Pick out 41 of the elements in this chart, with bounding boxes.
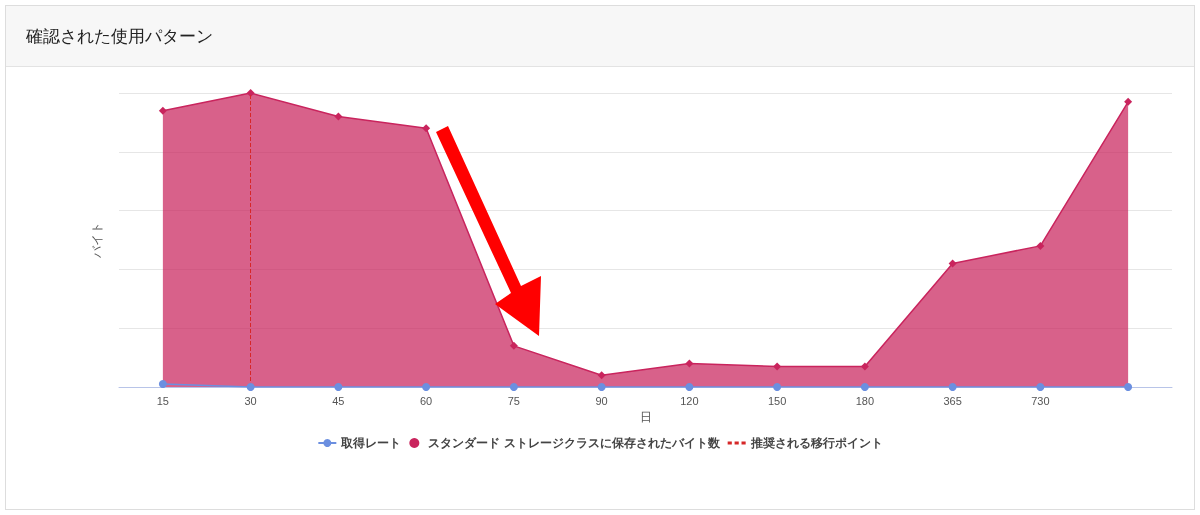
point xyxy=(597,383,606,391)
point xyxy=(246,383,255,391)
y-axis-title: バイト xyxy=(90,222,104,259)
point xyxy=(948,259,957,268)
x-tick-label: 120 xyxy=(680,394,699,407)
point xyxy=(1124,97,1133,106)
point xyxy=(773,362,782,371)
legend-label: スタンダード ストレージクラスに保存されたバイト数 xyxy=(428,436,721,450)
x-tick-label: 60 xyxy=(420,394,433,407)
point xyxy=(334,383,343,391)
legend-label: 推奨される移行ポイント xyxy=(749,436,883,450)
point xyxy=(1124,383,1133,391)
point xyxy=(334,112,343,121)
x-tick-label: 150 xyxy=(767,394,787,407)
x-tick-label: 45 xyxy=(332,394,345,407)
x-tick-label: 90 xyxy=(595,394,608,407)
point xyxy=(246,89,255,97)
point xyxy=(685,383,694,391)
point xyxy=(509,341,518,350)
x-tick-label: 180 xyxy=(855,394,875,407)
point xyxy=(422,124,431,133)
x-tick-label: 75 xyxy=(507,394,520,407)
point xyxy=(948,383,957,391)
legend-label: 取得レート xyxy=(340,436,402,450)
point xyxy=(1036,241,1045,250)
point xyxy=(158,106,167,115)
x-axis-title: 日 xyxy=(639,409,652,424)
point xyxy=(422,383,431,391)
point xyxy=(685,359,694,368)
x-tick-label: 365 xyxy=(943,394,962,407)
point xyxy=(597,371,606,380)
x-tick-label: 30 xyxy=(244,394,257,407)
point xyxy=(860,362,869,371)
x-tick-label: 15 xyxy=(156,394,169,407)
point xyxy=(509,383,518,391)
point xyxy=(860,383,869,391)
point xyxy=(773,383,782,391)
point xyxy=(1036,383,1045,391)
point xyxy=(158,380,167,389)
chart-title: 確認された使用パターン xyxy=(6,6,1194,67)
x-tick-label: 730 xyxy=(1031,394,1050,407)
